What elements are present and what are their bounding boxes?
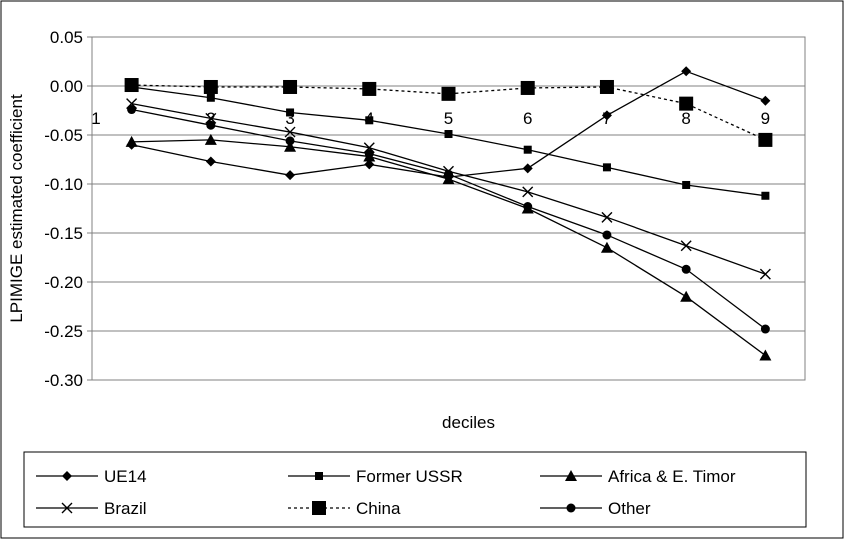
x-tick-label: 1: [91, 109, 100, 128]
data-point: [522, 163, 533, 174]
data-point: [286, 108, 295, 117]
legend-marker: [61, 502, 73, 514]
data-point: [759, 268, 771, 280]
data-point: [125, 135, 138, 147]
data-point: [206, 120, 216, 130]
y-axis-label: LPIMIGE estimated coefficient: [7, 94, 26, 323]
legend-item: Other: [540, 499, 651, 518]
legend-label: China: [356, 499, 401, 518]
legend-marker: [566, 503, 576, 513]
data-point: [601, 110, 612, 121]
data-point: [760, 324, 770, 334]
data-point: [205, 112, 217, 124]
data-point: [681, 66, 692, 77]
y-tick-label: -0.20: [44, 273, 83, 292]
data-point: [682, 180, 691, 189]
x-tick-label: 8: [681, 109, 690, 128]
data-point: [283, 79, 298, 94]
data-point: [203, 79, 218, 94]
legend-item: Former USSR: [288, 467, 463, 486]
series-other: [127, 105, 770, 334]
x-tick-label: 9: [761, 109, 770, 128]
data-point: [364, 159, 375, 170]
data-point: [522, 186, 534, 198]
x-axis-label: deciles: [442, 413, 495, 432]
data-point: [523, 202, 533, 212]
data-point: [124, 78, 139, 93]
legend-label: UE14: [104, 467, 147, 486]
legend: [23, 451, 807, 528]
series-group: [124, 66, 773, 361]
data-point: [523, 145, 532, 154]
y-axis-ticks: 0.05 0.00 -0.05 -0.10 -0.15 -0.20 -0.25 -0.30: [44, 28, 92, 390]
x-tick-label: 3: [285, 109, 294, 128]
data-point: [602, 230, 612, 240]
data-point: [362, 81, 377, 96]
series-former-ussr: [127, 82, 770, 200]
y-tick-label: -0.10: [44, 175, 83, 194]
y-tick-label: -0.30: [44, 371, 83, 390]
data-point: [602, 163, 611, 172]
data-point: [285, 136, 295, 146]
legend-items: UE14 Former USSR Africa & E. Timor Brazil Ch…: [36, 467, 736, 518]
data-point: [760, 95, 771, 106]
x-tick-label: 5: [444, 109, 453, 128]
data-point: [285, 170, 296, 181]
data-point: [441, 86, 456, 101]
data-point: [761, 191, 770, 200]
legend-item: China: [288, 499, 401, 518]
data-point: [680, 290, 693, 302]
x-tick-label: 6: [523, 109, 532, 128]
data-point: [599, 79, 614, 94]
series-china: [124, 78, 773, 147]
data-point: [681, 264, 691, 274]
y-tick-label: -0.05: [44, 126, 83, 145]
legend-label: Other: [608, 499, 651, 518]
data-point: [758, 132, 773, 147]
data-point: [284, 140, 297, 152]
data-point: [444, 169, 453, 179]
data-point: [365, 116, 374, 125]
legend-marker: [565, 470, 577, 481]
legend-item: Africa & E. Timor: [540, 467, 736, 486]
data-point: [127, 105, 137, 115]
data-point: [284, 126, 296, 138]
data-point: [601, 211, 613, 223]
data-point: [520, 80, 535, 95]
series-line: [131, 84, 766, 141]
data-point: [364, 149, 374, 159]
data-point: [444, 130, 453, 139]
data-point: [680, 240, 692, 252]
data-point: [759, 349, 772, 361]
y-tick-label: 0.05: [50, 28, 83, 47]
data-point: [600, 241, 613, 253]
legend-label: Africa & E. Timor: [608, 467, 736, 486]
data-point: [204, 133, 217, 145]
legend-marker: [315, 472, 323, 480]
data-point: [206, 93, 215, 102]
data-point: [205, 156, 216, 167]
legend-label: Brazil: [104, 499, 147, 518]
legend-item: UE14: [36, 467, 147, 486]
legend-label: Former USSR: [356, 467, 463, 486]
legend-marker: [62, 471, 72, 481]
legend-item: Brazil: [36, 499, 147, 518]
y-tick-label: 0.00: [50, 77, 83, 96]
y-tick-label: -0.15: [44, 224, 83, 243]
y-tick-label: -0.25: [44, 322, 83, 341]
data-point: [679, 96, 694, 111]
plot-area: [91, 36, 806, 381]
legend-marker: [312, 501, 326, 515]
